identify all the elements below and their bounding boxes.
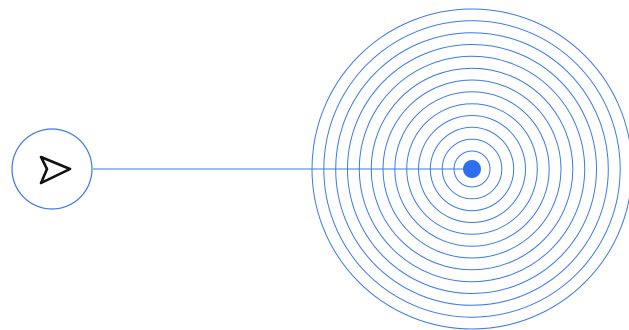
send-button[interactable] (11, 128, 93, 210)
send-button-circle[interactable] (11, 128, 93, 210)
send-icon (39, 155, 72, 185)
target-dot[interactable] (463, 160, 481, 178)
